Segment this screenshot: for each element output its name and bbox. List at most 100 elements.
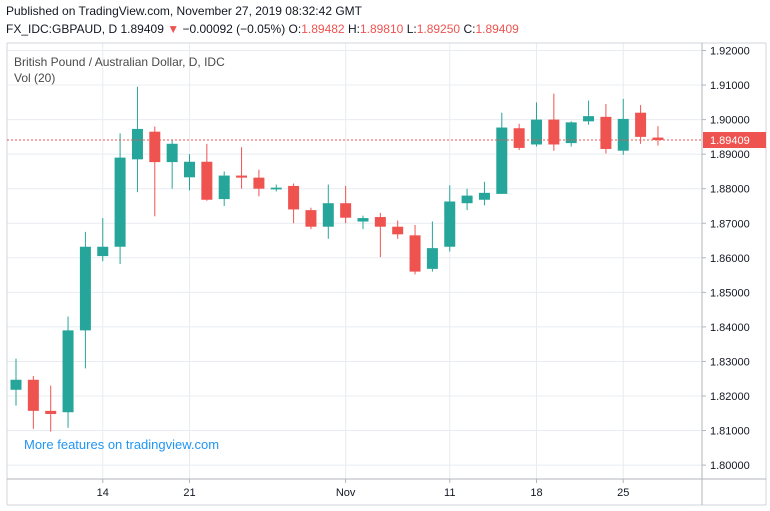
price-tick-label: 1.86000 xyxy=(710,253,750,265)
low-label: L: xyxy=(406,22,417,36)
candle-body xyxy=(531,119,542,145)
candle-body xyxy=(236,175,248,178)
candle-down xyxy=(253,169,265,197)
candle-down xyxy=(548,93,560,151)
price-tick-label: 1.81000 xyxy=(710,426,750,438)
candle-up xyxy=(565,121,577,147)
candle-up xyxy=(444,185,456,252)
candle-body xyxy=(426,248,438,269)
time-tick-label: 21 xyxy=(183,487,195,499)
candle-body xyxy=(461,195,473,204)
price-tick-label: 1.88000 xyxy=(710,184,750,196)
grid-layer xyxy=(7,43,702,479)
close-value: 1.89409 xyxy=(475,22,519,36)
candle-body xyxy=(513,128,525,148)
time-tick-label: 14 xyxy=(97,487,109,499)
last-price-badge-text: 1.89409 xyxy=(710,135,750,147)
time-tick-label: 18 xyxy=(530,487,542,499)
price-tick-label: 1.83000 xyxy=(710,356,750,368)
candle-up xyxy=(10,358,22,406)
candle-down xyxy=(149,126,161,217)
promo-link[interactable]: More features on tradingview.com xyxy=(24,437,219,452)
candle-up xyxy=(426,221,438,272)
candle-up xyxy=(79,231,91,369)
candle-up xyxy=(357,215,369,230)
open-value: 1.89482 xyxy=(301,22,345,36)
price-tick-label: 1.84000 xyxy=(710,322,750,334)
candle-down xyxy=(201,143,213,201)
candle-up xyxy=(184,154,195,191)
candle-down xyxy=(409,224,421,275)
time-axis[interactable]: 14 21 Nov 11 18 25 xyxy=(97,479,630,499)
candle-body xyxy=(149,131,161,163)
candle-up xyxy=(97,218,109,262)
price-tick-label: 1.92000 xyxy=(710,46,750,58)
candles-layer xyxy=(10,86,664,432)
candle-down xyxy=(305,207,317,230)
candle-down xyxy=(513,123,525,151)
open-label: O: xyxy=(288,22,302,36)
price-tick-label: 1.90000 xyxy=(710,115,750,127)
last-price-badge: 1.89409 xyxy=(703,132,766,149)
candle-up xyxy=(166,140,178,189)
candle-body xyxy=(478,192,490,200)
candle-body xyxy=(201,161,213,200)
high-value: 1.89810 xyxy=(359,22,404,36)
time-tick-label: Nov xyxy=(336,487,356,499)
candle-up xyxy=(461,188,473,211)
published-note: Published on TradingView.com, November 2… xyxy=(6,4,362,18)
down-arrow-icon: ▼ xyxy=(167,22,180,36)
candle-up xyxy=(496,112,508,194)
candle-up xyxy=(478,181,490,206)
candle-body xyxy=(270,187,282,190)
candle-body xyxy=(635,112,647,137)
candle-up xyxy=(131,86,143,193)
candle-body xyxy=(184,161,195,178)
candle-body xyxy=(114,157,126,247)
candle-body xyxy=(97,246,109,257)
candle-body xyxy=(374,217,386,227)
price-axis[interactable]: 1.80000 1.81000 1.82000 1.83000 1.84000 1.850… xyxy=(702,46,750,473)
candle-up xyxy=(62,316,74,428)
candle-body xyxy=(45,410,57,414)
last-price-badge-bg xyxy=(703,132,766,149)
price-change: −0.00092 (−0.05%) xyxy=(182,22,286,36)
close-label: C: xyxy=(463,22,476,36)
candle-body xyxy=(548,119,560,145)
candle-body xyxy=(600,116,612,149)
candle-body xyxy=(652,137,664,140)
candle-body xyxy=(444,201,456,247)
quote-line: FX_IDC:GBPAUD, D 1.89409 ▼ −0.00092 (−0.… xyxy=(6,22,519,36)
price-tick-label: 1.87000 xyxy=(710,218,750,230)
time-tick-label: 25 xyxy=(617,487,629,499)
candle-body xyxy=(218,175,230,200)
candle-up xyxy=(218,171,230,206)
candle-up xyxy=(583,100,595,125)
candle-up xyxy=(531,102,542,147)
candle-up xyxy=(270,184,282,192)
chart-title: British Pound / Australian Dollar, D, ID… xyxy=(14,55,225,69)
candle-body xyxy=(10,379,22,390)
candle-body xyxy=(27,379,39,411)
candle-body xyxy=(617,118,629,151)
candle-body xyxy=(79,246,91,331)
last-price: 1.89409 xyxy=(120,22,164,36)
candle-up xyxy=(114,133,126,265)
candle-down xyxy=(288,183,300,224)
candle-body xyxy=(62,330,74,413)
candle-body xyxy=(392,226,404,235)
candle-down xyxy=(652,126,664,146)
candle-body xyxy=(253,177,265,189)
candle-down xyxy=(392,220,404,239)
candle-down xyxy=(340,185,352,224)
low-value: 1.89250 xyxy=(416,22,461,36)
price-tick-label: 1.80000 xyxy=(710,460,750,472)
volume-legend: Vol (20) xyxy=(14,71,55,85)
price-tick-label: 1.89000 xyxy=(710,149,750,161)
candle-down xyxy=(600,104,612,154)
candle-down xyxy=(635,105,647,144)
candle-body xyxy=(288,185,300,210)
candle-body xyxy=(496,127,508,194)
price-tick-label: 1.85000 xyxy=(710,287,750,299)
